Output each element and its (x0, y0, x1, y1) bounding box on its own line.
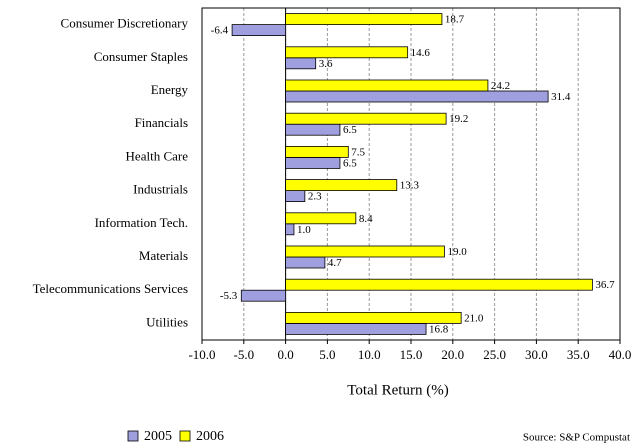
plot-border (201, 7, 621, 341)
x-tick-label: 25.0 (483, 347, 506, 362)
x-axis-title: Total Return (%) (347, 382, 448, 398)
bar (285, 79, 489, 92)
y-tick-label: Energy (151, 82, 189, 97)
y-tick-label: Utilities (146, 314, 188, 329)
bar (285, 190, 306, 203)
bar (285, 322, 427, 335)
x-tick-label: 40.0 (609, 347, 632, 362)
value-label: 2.3 (308, 191, 322, 203)
y-tick-label: Consumer Staples (94, 49, 188, 64)
y-tick-label: Consumer Discretionary (61, 16, 189, 31)
bar (285, 311, 462, 324)
x-tick-label: 30.0 (525, 347, 548, 362)
y-tick-label: Financials (135, 115, 188, 130)
x-tick-label: 10.0 (358, 347, 381, 362)
bar (285, 57, 317, 70)
y-tick-label: Health Care (126, 148, 189, 163)
legend-label: 2006 (196, 429, 224, 444)
x-tick-label: 20.0 (441, 347, 464, 362)
x-tick-label: 5.0 (319, 347, 335, 362)
legend-swatch (127, 430, 139, 442)
value-label: 24.2 (491, 80, 510, 92)
x-tick-label: 0.0 (277, 347, 293, 362)
value-label: 7.5 (351, 146, 365, 158)
bar (285, 179, 398, 192)
bar (285, 156, 341, 169)
value-label: 3.6 (319, 58, 333, 70)
y-tick-label: Telecommunications Services (33, 281, 188, 296)
value-label: -5.3 (220, 290, 238, 302)
y-tick-label: Industrials (133, 182, 188, 197)
value-label: 4.7 (328, 257, 342, 269)
x-tick-label: 35.0 (567, 347, 590, 362)
bar (231, 24, 286, 37)
bar (285, 46, 409, 59)
value-label: 31.4 (551, 91, 571, 103)
y-tick-label: Information Tech. (95, 215, 188, 230)
value-label: 18.7 (445, 14, 465, 26)
value-label: 1.0 (297, 224, 311, 236)
y-tick-label: Materials (139, 248, 188, 263)
value-label: 13.3 (400, 180, 420, 192)
value-label: 19.0 (447, 246, 467, 258)
value-label: 6.5 (343, 124, 357, 136)
value-label: 6.5 (343, 157, 357, 169)
bar (240, 289, 287, 302)
x-tick-label: 15.0 (400, 347, 423, 362)
bar (285, 123, 341, 136)
bar (285, 212, 357, 225)
legend-swatch (179, 430, 191, 442)
value-label: 16.8 (429, 323, 449, 335)
value-label: 36.7 (595, 279, 615, 291)
bar (285, 223, 295, 236)
value-label: 19.2 (449, 113, 468, 125)
bar (285, 245, 445, 258)
bar (285, 278, 593, 291)
bar (285, 112, 447, 125)
x-tick-label: -5.0 (234, 347, 255, 362)
bar (285, 90, 549, 103)
legend-label: 2005 (144, 429, 172, 444)
value-label: -6.4 (211, 25, 229, 37)
x-tick-label: -10.0 (188, 347, 215, 362)
bar (285, 145, 349, 158)
bar (285, 13, 443, 26)
value-label: 14.6 (411, 47, 431, 59)
value-label: 8.4 (359, 213, 373, 225)
bar (285, 256, 326, 269)
value-label: 21.0 (464, 312, 484, 324)
source-note: Source: S&P Compustat (523, 432, 630, 444)
